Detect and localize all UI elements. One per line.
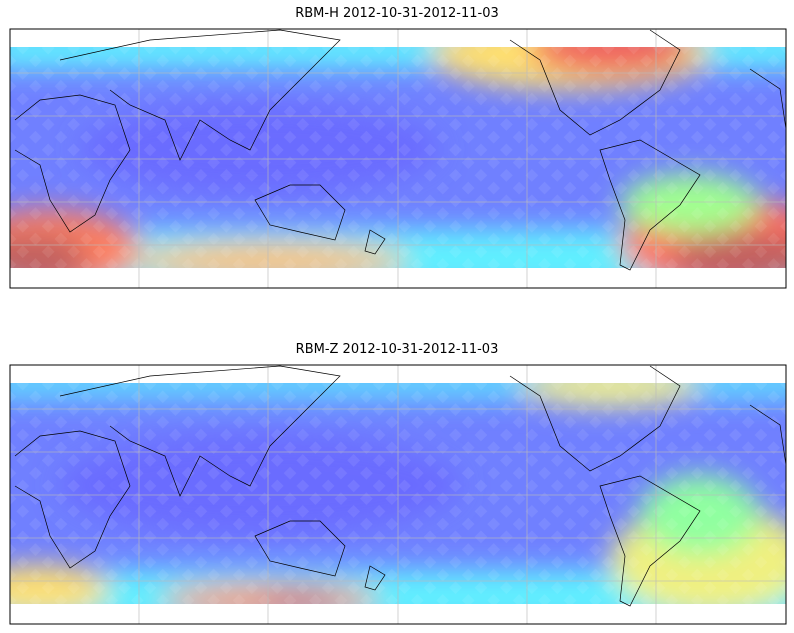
map-panel (9, 28, 787, 289)
graticule (10, 29, 786, 288)
panel-title: RBM-Z 2012-10-31-2012-11-03 (296, 342, 499, 357)
map-frame (9, 364, 787, 625)
graticule (10, 365, 786, 624)
panel-title: RBM-H 2012-10-31-2012-11-03 (295, 6, 499, 21)
map-frame (9, 28, 787, 289)
map-panel (9, 364, 787, 625)
